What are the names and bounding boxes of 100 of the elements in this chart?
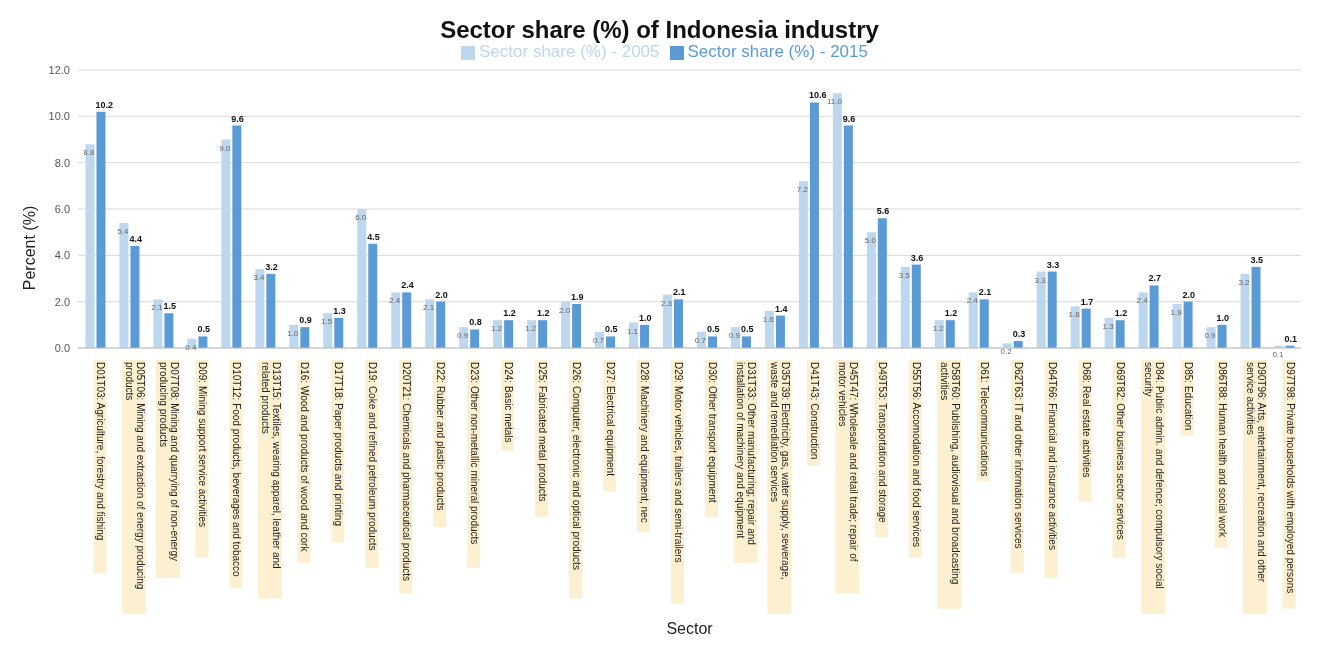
bar: [425, 299, 435, 348]
bar: [130, 246, 140, 348]
data-label: 1.3: [1102, 321, 1115, 331]
data-label: 2.1: [978, 287, 992, 298]
bar: [1217, 324, 1227, 348]
bar: [334, 317, 344, 348]
data-label: 1.2: [944, 308, 958, 319]
x-tick-label: D49T53: Transportation and storage: [876, 362, 888, 524]
y-axis-title: Percent (%): [21, 205, 39, 291]
x-tick-label: D13T15: Textiles, wearing apparel, leather and related products: [259, 362, 282, 569]
data-label: 1.3: [333, 305, 346, 316]
data-label: 1.2: [932, 324, 945, 334]
data-label: 3.2: [1238, 277, 1251, 287]
data-label: 0.1: [1272, 349, 1285, 359]
x-tick-label: D30: Other transport equipment: [706, 362, 718, 503]
bar: [900, 266, 910, 348]
y-tick-label: 4.0: [54, 249, 70, 262]
legend-label: Sector share (%) - 2005: [479, 42, 660, 61]
data-label: 3.3: [1034, 275, 1047, 285]
data-label: 4.5: [367, 231, 380, 242]
data-label: 1.2: [503, 308, 516, 319]
data-label: 3.4: [253, 273, 265, 283]
x-tick-label: D24: Basic metals: [503, 362, 515, 443]
y-tick-label: 6.0: [54, 202, 70, 215]
bar: [640, 324, 650, 348]
data-label: 0.5: [740, 324, 754, 335]
bar: [1172, 303, 1182, 348]
data-label: 1.8: [1068, 310, 1081, 320]
data-label: 1.2: [537, 308, 550, 319]
data-label: 3.3: [1046, 259, 1060, 270]
data-label: 7.2: [796, 185, 809, 195]
bar: [572, 303, 582, 348]
data-label: 2.0: [435, 289, 448, 300]
x-tick-label: D01T03: Agriculture, forestry and fishing: [95, 362, 107, 541]
bar: [221, 139, 231, 348]
bar: [1047, 271, 1057, 348]
x-tick-label: D10T12: Food products, beverages and tobacco: [231, 362, 243, 578]
x-tick-label: D62T63: IT and other information services: [1012, 362, 1024, 549]
bar: [198, 336, 208, 348]
data-label: 2.3: [660, 298, 673, 308]
bar: [809, 102, 819, 348]
data-label: 10.6: [808, 90, 827, 101]
bar: [911, 264, 921, 348]
data-label: 1.0: [639, 312, 652, 323]
x-tick-label: D69T82: Other business sector services: [1114, 362, 1126, 540]
data-label: 9.0: [219, 143, 231, 153]
bar: [707, 336, 717, 348]
data-label: 5.6: [876, 206, 890, 217]
data-label: 2.1: [423, 303, 435, 313]
bar: [470, 329, 480, 348]
bar: [538, 320, 548, 348]
legend-label: Sector share (%) - 2015: [687, 42, 868, 61]
bar: [96, 111, 106, 348]
bar: [391, 292, 401, 348]
bar: [798, 181, 808, 348]
x-tick-label: D22: Rubber and plastic products: [435, 362, 447, 511]
data-label: 1.6: [762, 314, 775, 324]
x-tick-label: D97T98: Private households with employed persons: [1284, 362, 1296, 594]
data-label: 0.9: [457, 331, 469, 341]
y-tick-label: 12.0: [48, 63, 70, 76]
bar: [843, 125, 853, 348]
data-label: 2.0: [558, 305, 571, 315]
x-tick-label: D25: Fabricated metal products: [537, 362, 549, 502]
x-tick-label: D17T18: Paper products and printing: [333, 362, 345, 526]
data-label: 1.7: [1080, 296, 1094, 307]
x-tick-label: D26: Computer, electronic and optical products: [571, 362, 583, 570]
data-label: 4.4: [129, 234, 142, 245]
bar: [945, 320, 955, 348]
data-label: 0.7: [592, 335, 605, 345]
data-label: 2.4: [1136, 296, 1149, 306]
x-tick-label: D31T33: Other manufacturing; repair and installation of machinery and equipment: [735, 362, 758, 545]
bar: [663, 294, 672, 348]
x-tick-label: D61: Telecommunications: [978, 362, 990, 477]
data-label: 8.8: [83, 148, 96, 158]
x-tick-label: D23: Other non-metallic mineral products: [469, 362, 481, 545]
x-tick-label: D90T96: Arts, entertainment, recreation and other service activities: [1245, 362, 1268, 583]
data-label: 3.6: [910, 252, 924, 263]
x-tick-label: D64T66: Financial and insurance activities: [1046, 362, 1058, 550]
bar: [164, 313, 174, 348]
data-label: 1.2: [524, 324, 537, 334]
bar: [153, 299, 163, 348]
bar: [979, 299, 989, 348]
data-label: 0.1: [1284, 333, 1298, 344]
bar: [1149, 285, 1159, 348]
data-label: 3.2: [265, 261, 278, 272]
data-label: 0.7: [694, 335, 707, 345]
bar: [1115, 320, 1125, 348]
data-label: 5.0: [864, 236, 877, 246]
bar: [504, 320, 514, 348]
x-tick-label: D85: Education: [1182, 362, 1194, 431]
bar: [968, 292, 978, 348]
x-tick-label: D20T21: Chemicals and pharmaceutical products: [401, 362, 413, 581]
bar: [741, 336, 751, 348]
data-label: 1.9: [1170, 307, 1183, 317]
bar: [775, 315, 785, 348]
x-tick-label: D84: Public admin. and defence; compulsory social security: [1143, 362, 1166, 589]
x-tick-label: D05T06: Mining and extraction of energy producing products: [123, 362, 146, 590]
bar: [255, 269, 265, 348]
bar: [866, 232, 876, 348]
x-tick-label: D41T43: Construction: [808, 362, 820, 460]
